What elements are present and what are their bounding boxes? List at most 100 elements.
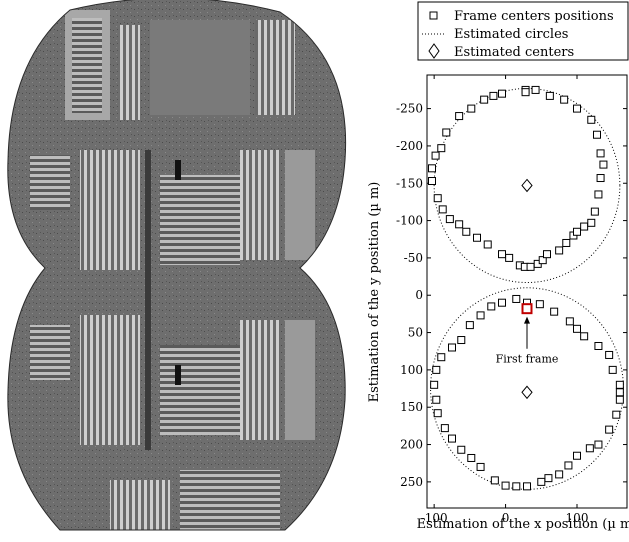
frame-center-marker [480, 95, 489, 104]
frame-center-marker [526, 262, 535, 271]
first-frame-label: First frame [496, 353, 559, 366]
y-tick-label: 250 [400, 475, 423, 489]
frame-center-marker [432, 365, 441, 374]
frame-center-marker [505, 253, 514, 262]
frame-center-marker [535, 300, 544, 309]
annotations: First frame [496, 316, 559, 366]
frame-center-marker [498, 89, 506, 98]
frame-center-marker [433, 194, 442, 203]
frame-center-marker [523, 482, 531, 491]
frame-center-marker [489, 91, 498, 100]
frame-center-marker [605, 425, 614, 434]
frame-center-marker [615, 388, 624, 397]
estimated-circle [433, 87, 621, 284]
first-frame-marker [521, 303, 533, 315]
frame-center-marker [462, 227, 471, 236]
frame-center-marker [448, 434, 456, 443]
frame-center-marker [580, 222, 589, 231]
frame-center-marker [448, 343, 456, 352]
frame-center-marker [537, 477, 546, 486]
frame-center-marker [521, 88, 530, 97]
frame-center-marker [594, 440, 603, 449]
frame-center-marker [457, 336, 466, 345]
frame-center-marker [487, 302, 496, 311]
frame-center-marker [587, 218, 596, 227]
frame-center-marker [543, 250, 551, 259]
frame-center-marker [431, 151, 440, 160]
frame-center-marker [560, 95, 569, 104]
frame-center-marker [615, 395, 624, 404]
scatter-chart: Frame centers positions Estimated circle… [367, 1, 629, 532]
x-axis-label: Estimation of the x position (µ m) [417, 517, 629, 532]
frame-center-marker [498, 250, 506, 259]
y-tick-label: 0 [415, 288, 423, 302]
frame-center-marker [608, 365, 617, 374]
frame-center-marker [476, 462, 485, 471]
first-frame-arrowhead [524, 316, 530, 324]
frame-center-marker [476, 311, 485, 320]
frame-center-marker [430, 380, 439, 389]
frame-center-marker [465, 321, 474, 330]
frame-center-marker [612, 410, 621, 419]
frame-center-marker [590, 207, 599, 216]
y-tick-label: -200 [396, 139, 423, 153]
frame-center-marker [596, 149, 605, 158]
frame-center-marker [594, 341, 603, 350]
frame-center-marker [437, 144, 446, 153]
estimated-center-diamond [521, 178, 533, 193]
frame-center-marker [433, 409, 442, 418]
legend-diamond-marker [428, 43, 440, 59]
frame-center-marker [565, 317, 574, 326]
frame-center-marker [555, 246, 564, 255]
frame-center-marker [538, 256, 547, 265]
legend-label-frame-centers: Frame centers positions [454, 9, 614, 24]
frame-center-marker [428, 164, 436, 173]
frame-center-marker [438, 205, 447, 214]
microscopy-mosaic-panel [7, 0, 347, 531]
frame-center-marker [455, 112, 464, 121]
frame-center-marker [580, 332, 589, 341]
chart-panel: Frame centers positions Estimated circle… [350, 0, 629, 538]
frame-center-marker [445, 215, 454, 224]
y-tick-label: 150 [400, 400, 423, 414]
legend-label-estimated-circles: Estimated circles [454, 27, 568, 42]
frame-center-marker [467, 453, 476, 462]
frame-center-marker [599, 160, 608, 169]
frame-center-marker [587, 115, 596, 124]
frame-center-marker [573, 104, 581, 113]
frame-center-marker [531, 85, 540, 94]
y-axis-label: Estimation of the y position (µ m) [367, 182, 382, 403]
frame-center-marker [490, 476, 499, 485]
estimated-centers [521, 178, 533, 400]
frame-center-marker [562, 238, 571, 247]
frame-center-marker [473, 233, 481, 242]
frame-center-marker [615, 380, 624, 389]
frame-center-marker [440, 424, 449, 433]
y-tick-label: -150 [396, 176, 423, 190]
frame-center-marker [594, 190, 603, 199]
plot-area [426, 74, 628, 509]
y-tick-label: -250 [396, 102, 423, 116]
y-tick-label: 50 [408, 326, 423, 340]
y-tick-label: -50 [404, 251, 423, 265]
frame-center-marker [573, 324, 581, 333]
frame-center-marker [501, 481, 510, 490]
frame-center-marker [564, 461, 573, 470]
legend-square-marker [429, 11, 438, 20]
frame-center-marker [498, 298, 506, 307]
frame-center-marker [442, 128, 451, 137]
microscopy-mosaic-image [7, 0, 347, 531]
frame-center-marker [432, 395, 441, 404]
frame-centers [428, 85, 624, 491]
frame-center-marker [544, 474, 553, 483]
frame-center-marker [585, 444, 594, 453]
frame-center-marker [605, 350, 614, 359]
frame-center-marker [512, 482, 521, 491]
frame-center-marker [457, 445, 466, 454]
frame-center-marker [596, 174, 605, 183]
frame-center-marker [545, 91, 554, 100]
frame-center-marker [428, 177, 436, 186]
frame-center-marker [573, 227, 581, 236]
estimated-center-diamond [521, 385, 533, 400]
frame-center-marker [455, 220, 464, 229]
